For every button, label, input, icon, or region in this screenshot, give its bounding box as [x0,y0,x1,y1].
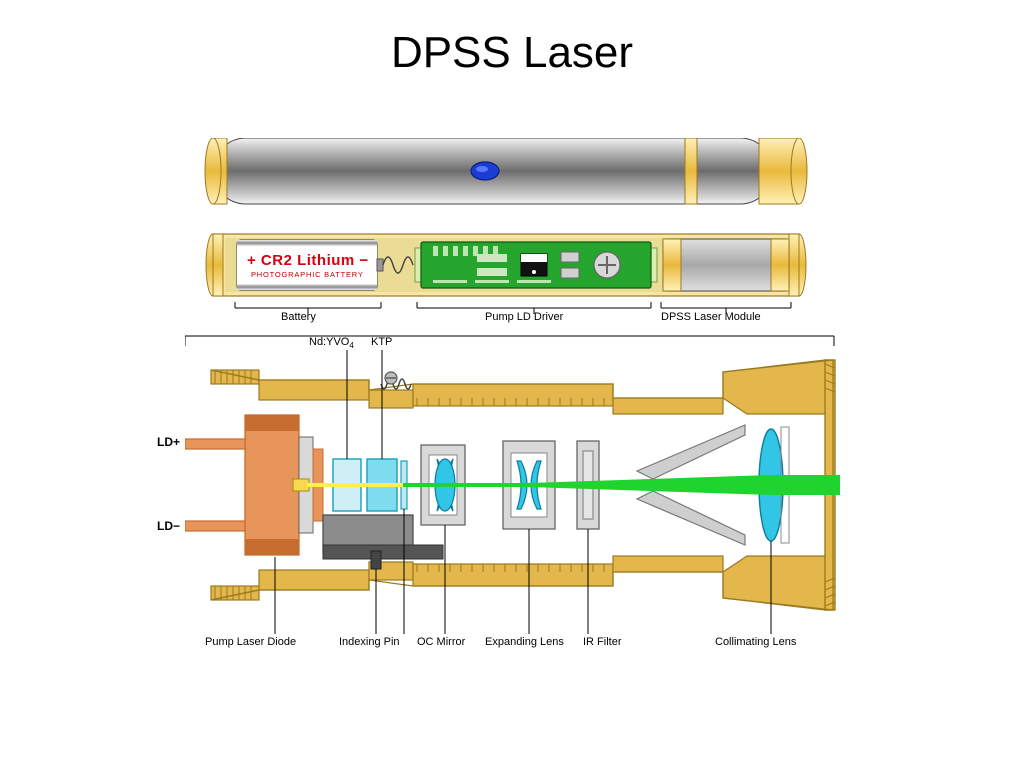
diagram [185,138,840,662]
label-ld-plus: LD+ [157,435,180,449]
label-oc-mirror: OC Mirror [417,636,465,648]
label-dpss-laser-module: DPSS Laser Module [661,311,761,323]
battery-text-main: + CR2 Lithium − [247,252,369,269]
dpss-module-cross-section [185,336,840,610]
label-ktp: KTP [371,336,392,348]
label-collimating-lens: Collimating Lens [715,636,796,648]
label-pump-ld-driver: Pump LD Driver [485,311,563,323]
label-ndyvo4: Nd:YVO4 [309,336,354,350]
label-ir-filter: IR Filter [583,636,622,648]
assembly-brackets [185,302,824,348]
label-battery: Battery [281,311,316,323]
label-expanding-lens: Expanding Lens [485,636,564,648]
closed-pen [205,138,807,204]
battery-text-sub: PHOTOGRAPHIC BATTERY [251,270,364,279]
page-title: DPSS Laser [0,28,1024,78]
label-pump-laser-diode: Pump Laser Diode [205,636,296,648]
label-indexing-pin: Indexing Pin [339,636,400,648]
label-ld-minus: LD− [157,519,180,533]
